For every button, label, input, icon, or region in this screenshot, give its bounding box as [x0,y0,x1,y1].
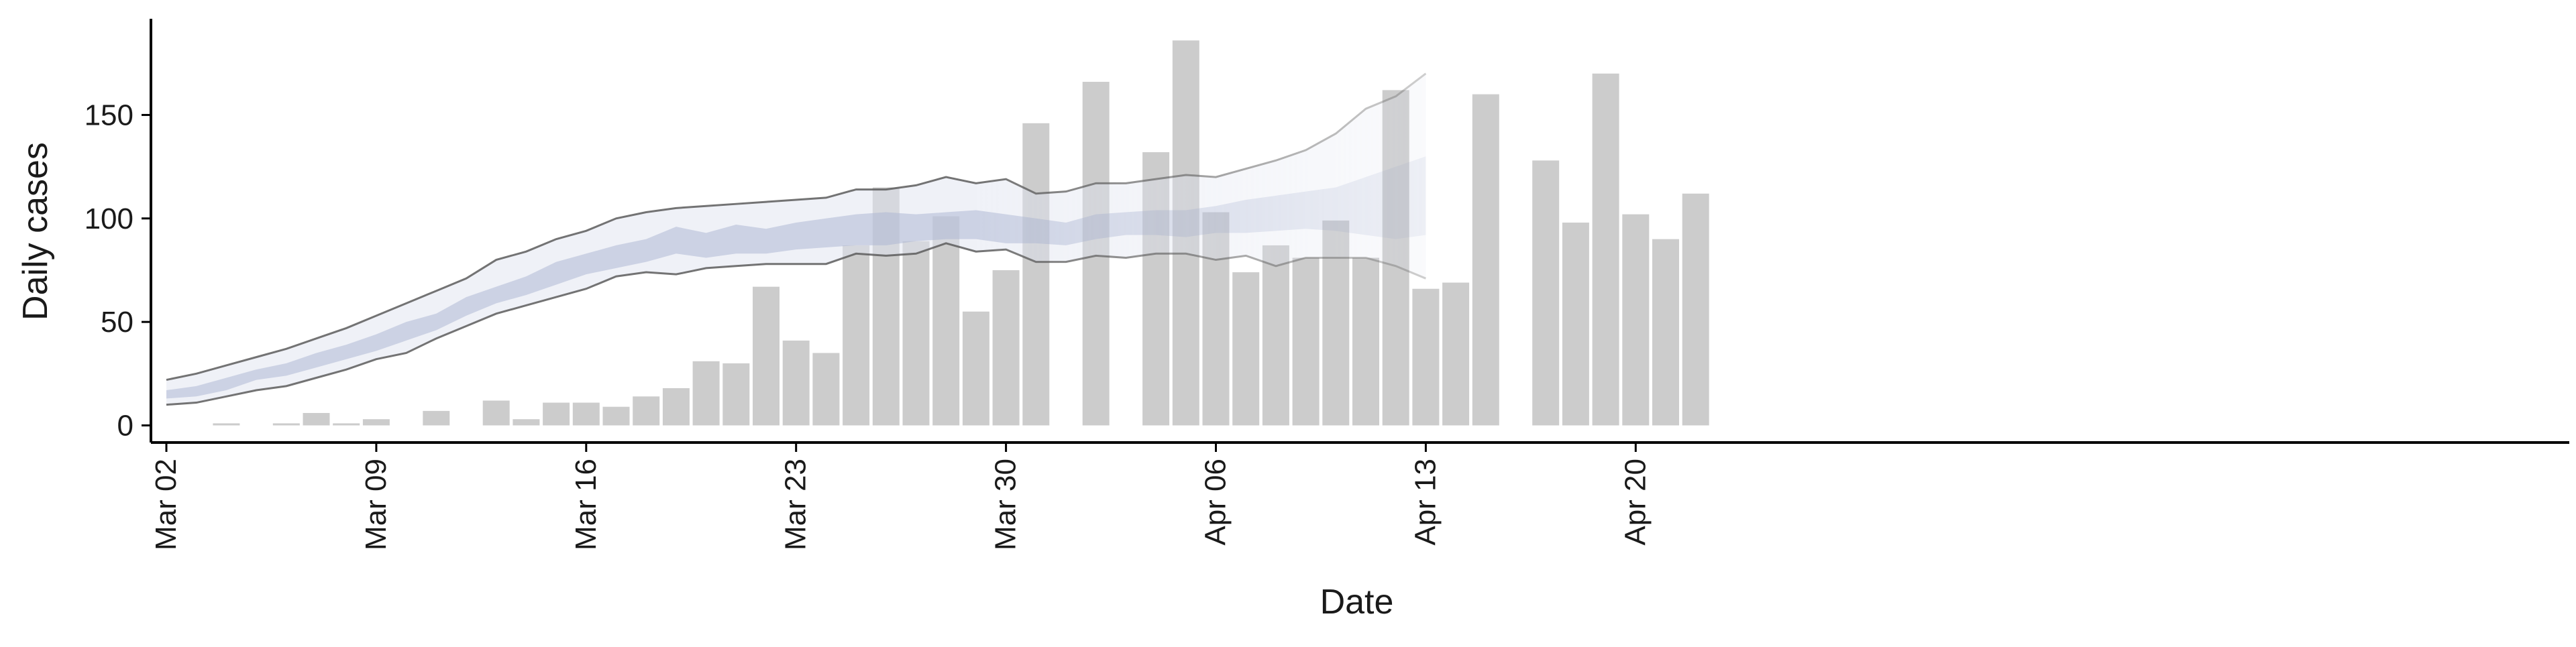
x-tick-label-6: Apr 13 [1409,459,1442,546]
bar-2020-03-13 [482,400,510,426]
bar-2020-04-15 [1472,94,1499,426]
bar-2020-03-27 [902,241,930,426]
x-tick-label-2: Mar 16 [570,459,602,550]
bar-2020-04-18 [1562,222,1589,426]
nowcast-lower-line [166,242,1426,406]
bar-2020-04-08 [1262,245,1289,426]
bar-2020-04-14 [1442,282,1470,426]
bar-2020-03-18 [633,396,660,426]
bar-2020-03-17 [602,406,630,426]
x-tick-label-4: Mar 30 [989,459,1022,550]
bar-2020-03-07 [303,412,330,426]
bar-2020-03-21 [722,363,750,426]
nowcast-bands [166,72,1427,406]
bar-2020-03-15 [543,402,570,426]
y-ticks: 0 50 100 150 [85,99,151,443]
bar-2020-03-28 [932,216,960,426]
bar-2020-03-20 [692,361,720,426]
bar-2020-03-16 [572,402,600,426]
bar-2020-04-11 [1352,257,1379,426]
bar-2020-03-19 [662,388,690,426]
x-tick-label-5: Apr 06 [1199,459,1232,546]
bar-2020-03-06 [272,423,300,426]
x-tick-label-7: Apr 20 [1619,459,1652,546]
bar-2020-04-07 [1232,272,1260,426]
bar-2020-03-29 [962,311,989,426]
axes [150,19,2569,444]
bar-2020-04-22 [1682,193,1709,426]
y-tick-label-100: 100 [85,202,133,235]
bar-2020-03-25 [843,245,870,426]
bar-2020-03-31 [1022,123,1050,426]
bar-2020-04-21 [1652,239,1679,426]
bar-2020-04-09 [1292,257,1320,426]
bar-2020-03-23 [782,340,810,426]
nowcast-masked [166,72,1427,406]
bar-2020-03-11 [423,410,450,426]
x-ticks: Mar 02 Mar 09 Mar 16 Mar 23 Mar 30 Apr 06 Apr … [150,443,1652,550]
y-tick-label-150: 150 [85,99,133,131]
bar-2020-03-14 [513,419,540,426]
bar-2020-03-22 [753,286,780,426]
nowcast-upper-line [166,72,1427,381]
bar-2020-03-04 [213,423,240,426]
bar-2020-04-13 [1412,288,1440,426]
bar-2020-03-08 [333,423,360,426]
y-tick-label-50: 50 [101,306,133,339]
x-axis-title: Date [1320,583,1394,622]
nowcast-band-50 [166,156,1426,399]
y-tick-label-0: 0 [117,410,133,443]
bar-2020-03-09 [362,419,390,426]
x-tick-label-1: Mar 09 [360,459,392,550]
bar-2020-04-17 [1532,160,1560,426]
bar-2020-03-24 [812,353,840,426]
x-tick-label-0: Mar 02 [150,459,182,550]
bar-2020-03-30 [992,270,1020,426]
bar-2020-04-20 [1622,214,1650,426]
bar-2020-04-19 [1592,73,1619,426]
y-axis-title: Daily cases [16,142,55,320]
x-tick-label-3: Mar 23 [780,459,812,550]
